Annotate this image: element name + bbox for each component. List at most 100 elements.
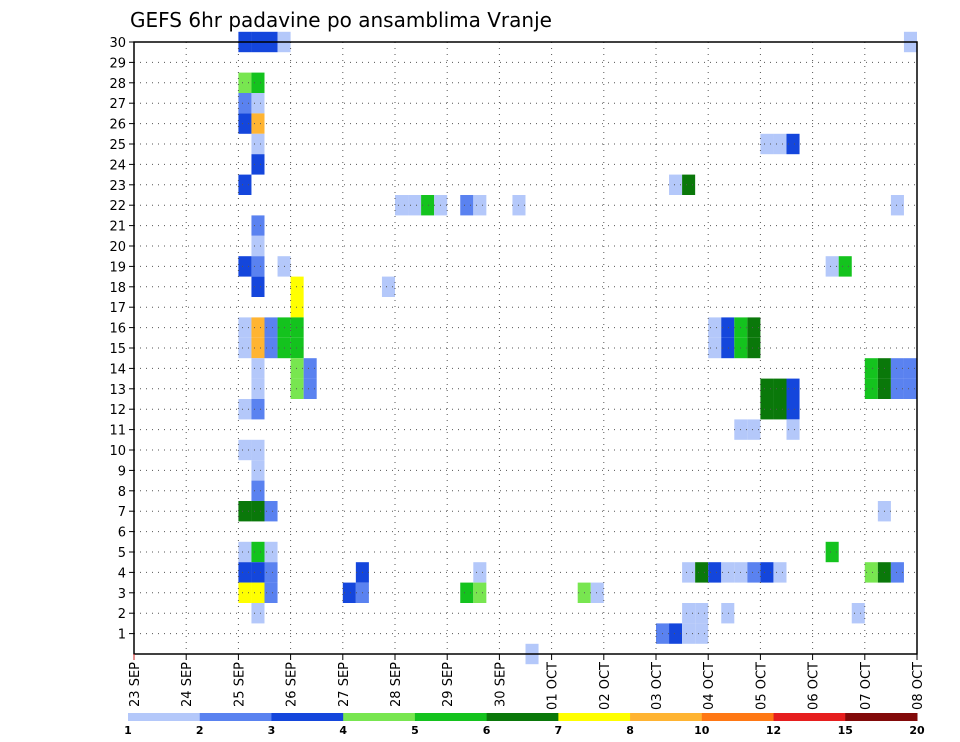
heatmap-cell (290, 276, 304, 297)
heatmap-cell (695, 623, 709, 644)
heatmap-cell (264, 317, 278, 338)
x-tick-label: 23 SEP (128, 662, 143, 707)
heatmap-cell (251, 72, 265, 93)
x-axis-ticks: 23 SEP 24 SEP 25 SEP 26 SEP 27 SEP 28 SEP 29 S… (128, 654, 926, 710)
heatmap-cell (264, 582, 278, 603)
heatmap-cell (721, 562, 735, 583)
heatmap-cell (864, 378, 878, 399)
y-tick-label: 5 (118, 546, 126, 561)
heatmap-cell (708, 562, 722, 583)
heatmap-cell (342, 582, 356, 603)
legend-swatch (630, 713, 703, 721)
y-tick-label: 11 (109, 424, 126, 439)
heatmap-cell (251, 541, 265, 563)
heatmap-cell (303, 358, 317, 379)
legend-label: 20 (909, 724, 925, 737)
heatmap-cell (708, 317, 722, 338)
heatmap-cell (395, 195, 409, 216)
heatmap-cell (721, 603, 735, 624)
heatmap-cell (473, 195, 487, 216)
heatmap-cell (290, 378, 304, 399)
heatmap-cell (238, 501, 252, 522)
y-tick-label: 26 (109, 118, 126, 133)
x-tick-label: 29 SEP (441, 662, 456, 707)
chart-title: GEFS 6hr padavine po ansamblima Vranje (130, 8, 552, 32)
y-tick-label: 13 (109, 383, 126, 398)
legend-swatch (558, 713, 631, 721)
y-tick-label: 14 (109, 362, 126, 377)
heatmap-cell (251, 460, 265, 481)
heatmap-cell (251, 215, 265, 236)
heatmap-cell (786, 133, 800, 155)
heatmap-cell (264, 337, 278, 359)
y-tick-label: 21 (109, 220, 126, 235)
heatmap-cell (721, 317, 735, 338)
y-tick-label: 16 (109, 322, 126, 337)
legend-label: 3 (268, 724, 276, 737)
heatmap-cell (773, 378, 787, 399)
y-tick-label: 8 (118, 485, 126, 500)
heatmap-cell (251, 256, 265, 277)
heatmap-cell (825, 541, 839, 563)
heatmap-cell (460, 195, 474, 216)
heatmap-cell (669, 174, 683, 195)
heatmap-cell (251, 480, 265, 501)
heatmap-cell (747, 337, 761, 359)
y-tick-label: 15 (109, 342, 126, 357)
heatmap-cell (290, 358, 304, 379)
y-tick-label: 12 (109, 403, 126, 418)
heatmap-cell (590, 582, 604, 603)
legend-label: 7 (555, 724, 563, 737)
y-tick-label: 28 (109, 77, 126, 92)
legend-swatch (486, 713, 559, 721)
heatmap-cell (721, 337, 735, 359)
heatmap-cell (825, 256, 839, 277)
heatmap-cell (251, 603, 265, 624)
heatmap-cell (251, 582, 265, 603)
heatmap-cell (251, 154, 265, 175)
x-tick-label: 28 SEP (389, 662, 404, 707)
heatmap-cell (695, 562, 709, 583)
legend-label: 4 (339, 724, 347, 737)
color-legend: 1 2 3 4 5 6 7 8 10 12 15 20 (124, 713, 925, 737)
heatmap-cell (238, 93, 252, 114)
heatmap-cell (851, 603, 865, 624)
cells-layer (238, 31, 917, 665)
legend-swatch (773, 713, 846, 721)
heatmap-cell (238, 337, 252, 359)
heatmap-cell (890, 378, 904, 399)
heatmap-cell (760, 133, 774, 155)
heatmap-cell (238, 439, 252, 461)
heatmap-cell (251, 358, 265, 379)
heatmap-cell (264, 541, 278, 563)
heatmap-cell (238, 562, 252, 583)
heatmap-cell (473, 562, 487, 583)
heatmap-cell (786, 399, 800, 420)
heatmap-cell (669, 623, 683, 644)
x-tick-label: 01 OCT (546, 662, 561, 710)
heatmap-cell (838, 256, 852, 277)
legend-label: 1 (124, 724, 132, 737)
heatmap-cell (238, 256, 252, 277)
heatmap-cell (903, 378, 917, 399)
y-tick-label: 7 (118, 505, 126, 520)
y-tick-label: 3 (118, 587, 126, 602)
x-tick-label: 08 OCT (911, 662, 926, 710)
heatmap-cell (747, 419, 761, 440)
heatmap-cell (238, 72, 252, 93)
heatmap-cell (251, 399, 265, 420)
legend-label: 15 (838, 724, 853, 737)
heatmap-cell (251, 501, 265, 522)
y-axis-ticks: 1234567891011121314151617181920212223242… (109, 36, 134, 643)
x-tick-label: 05 OCT (754, 662, 769, 710)
heatmap-cell (682, 174, 696, 195)
heatmap-cell (708, 337, 722, 359)
y-tick-label: 18 (109, 281, 126, 296)
heatmap-cell (238, 317, 252, 338)
legend-swatch (343, 713, 416, 721)
y-tick-label: 25 (109, 138, 126, 153)
heatmap-cell (251, 93, 265, 114)
heatmap-cell (903, 358, 917, 379)
heatmap-cell (682, 623, 696, 644)
